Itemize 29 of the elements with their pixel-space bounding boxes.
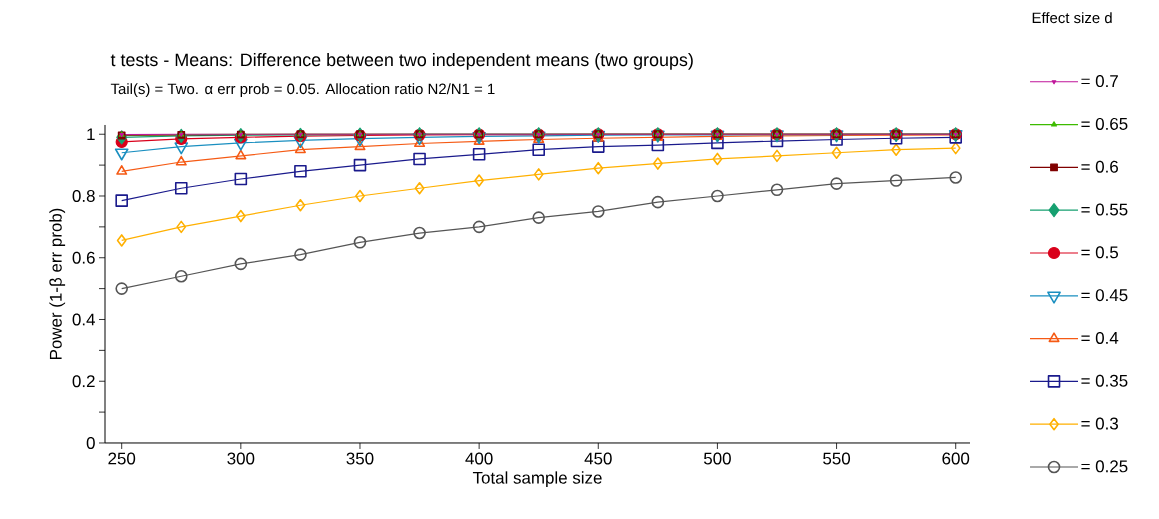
legend-label: = 0.35 <box>1081 374 1128 387</box>
x-axis-title: Total sample size <box>472 471 602 488</box>
y-tick-label: 0 <box>86 436 95 449</box>
y-axis-title: Power (1-β err prob) <box>49 208 66 359</box>
legend-label: = 0.4 <box>1081 331 1119 344</box>
y-tick-label: 0.6 <box>72 251 95 264</box>
legend-label: = 0.55 <box>1081 203 1128 216</box>
x-tick-label: 350 <box>346 452 374 465</box>
y-tick-label: 1 <box>87 128 95 141</box>
x-tick-label: 500 <box>703 452 731 465</box>
x-tick-label: 600 <box>942 452 970 465</box>
legend-label: = 0.6 <box>1081 160 1118 173</box>
legend-label: = 0.65 <box>1081 117 1128 130</box>
x-tick-label: 300 <box>227 452 255 465</box>
y-tick-label: 0.4 <box>72 313 95 326</box>
x-tick-label: 550 <box>823 452 851 465</box>
x-tick-label: 400 <box>465 452 493 465</box>
y-tick-label: 0.8 <box>72 190 95 202</box>
y-tick-label: 0.2 <box>72 375 95 388</box>
legend-title: Effect size d <box>1032 12 1112 24</box>
chart-title: t tests - Means: Difference between two independent means (two groups) <box>110 52 693 70</box>
x-tick-label: 450 <box>584 452 612 465</box>
legend-label: = 0.3 <box>1081 417 1118 430</box>
legend-label: = 0.5 <box>1081 246 1119 259</box>
legend-label: = 0.7 <box>1081 75 1118 88</box>
legend-label: = 0.45 <box>1081 289 1128 302</box>
chart-subtitle: Tail(s) = Two. α err prob = 0.05. Allocation ratio N2/N1 = 1 <box>110 83 495 98</box>
legend-label: = 0.25 <box>1081 460 1128 473</box>
x-tick-label: 250 <box>108 452 136 465</box>
